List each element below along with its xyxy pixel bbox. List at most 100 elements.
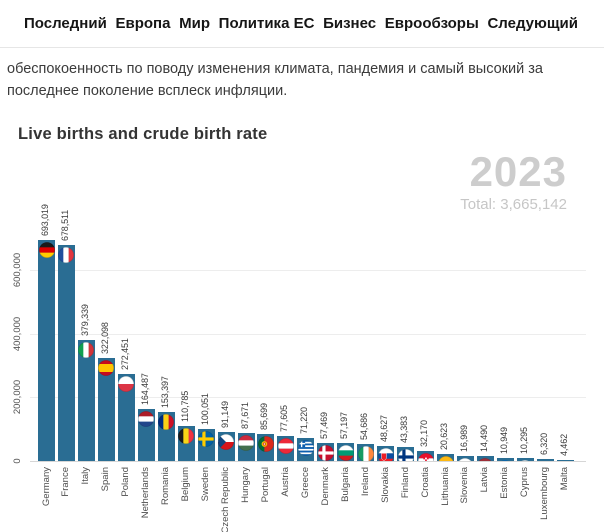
bar-finland[interactable] xyxy=(397,447,415,461)
bar-luxembourg[interactable] xyxy=(536,458,554,461)
value-label-slovakia: 48,627 xyxy=(379,414,390,442)
flag-hungary-icon xyxy=(238,435,254,451)
value-label-latvia: 14,490 xyxy=(478,425,489,453)
axis-label-denmark: Denmark xyxy=(319,467,331,506)
bar-austria[interactable] xyxy=(277,436,295,461)
flag-austria-icon xyxy=(277,438,294,455)
bar-denmark[interactable] xyxy=(317,442,335,461)
flag-lithuania-icon xyxy=(437,456,454,461)
axis-label-lithuania: Lithuania xyxy=(439,467,451,506)
gridline-400,000 xyxy=(30,333,586,335)
axis-label-finland: Finland xyxy=(399,467,411,499)
bar-sweden[interactable] xyxy=(197,429,215,461)
axis-label-italy: Italy xyxy=(80,467,92,485)
value-label-sweden: 100,051 xyxy=(199,393,210,426)
value-label-portugal: 85,699 xyxy=(259,402,270,430)
bar-cyprus[interactable] xyxy=(516,457,534,461)
value-label-poland: 272,451 xyxy=(119,338,130,371)
value-label-france: 678,511 xyxy=(59,209,70,241)
axis-label-slovakia: Slovakia xyxy=(379,467,391,503)
nav-item-world[interactable]: Мир xyxy=(179,15,210,32)
value-label-netherlands: 164,487 xyxy=(139,372,150,405)
bar-greece[interactable] xyxy=(297,438,315,461)
flag-germany-icon xyxy=(38,242,55,259)
nav-item-euroviews[interactable]: Еврообзоры xyxy=(384,15,479,32)
value-label-austria: 77,605 xyxy=(279,405,290,433)
value-label-germany: 693,019 xyxy=(40,204,50,237)
nav-item-eu-policy[interactable]: Политика ЕС xyxy=(218,15,315,32)
axis-label-ireland: Ireland xyxy=(359,467,371,497)
chart-year: 2023 xyxy=(469,148,567,195)
axis-label-belgium: Belgium xyxy=(180,467,192,502)
flag-estonia-icon xyxy=(497,459,514,461)
flag-czech-republic-icon xyxy=(218,434,234,450)
flag-poland-icon xyxy=(118,376,135,393)
value-label-croatia: 32,170 xyxy=(419,419,430,447)
bar-estonia[interactable] xyxy=(496,457,514,461)
bar-poland[interactable] xyxy=(117,374,135,461)
axis-label-estonia: Estonia xyxy=(499,467,511,499)
value-label-denmark: 57,469 xyxy=(319,411,330,439)
value-label-slovenia: 16,989 xyxy=(458,424,469,452)
bar-croatia[interactable] xyxy=(417,450,435,461)
bar-italy[interactable] xyxy=(77,340,95,461)
nav-item-business[interactable]: Бизнес xyxy=(323,15,377,32)
axis-label-portugal: Portugal xyxy=(259,467,271,503)
flag-finland-icon xyxy=(397,449,414,461)
flag-latvia-icon xyxy=(477,458,494,461)
axis-label-poland: Poland xyxy=(120,467,132,497)
value-label-italy: 379,339 xyxy=(79,304,90,337)
bar-malta[interactable] xyxy=(556,459,574,461)
bar-bulgaria[interactable] xyxy=(337,442,355,461)
gridline-600,000 xyxy=(30,270,586,271)
axis-label-luxembourg: Luxembourg xyxy=(539,467,551,520)
flag-slovenia-icon xyxy=(457,457,474,461)
flag-slovakia-icon xyxy=(377,447,394,461)
nav-item-europe[interactable]: Европа xyxy=(115,15,171,32)
article-paragraph: обеспокоенность по поводу изменения клим… xyxy=(7,61,543,100)
axis-label-greece: Greece xyxy=(299,467,311,499)
value-label-lithuania: 20,623 xyxy=(439,423,449,451)
bar-lithuania[interactable] xyxy=(437,454,454,461)
top-nav: Последний Европа Мир Политика ЕС Бизнес Евроо… xyxy=(0,0,604,48)
value-label-finland: 43,383 xyxy=(399,416,410,444)
bar-czech-republic[interactable] xyxy=(217,431,235,461)
nav-item-latest[interactable]: Последний xyxy=(24,15,107,32)
bar-hungary[interactable] xyxy=(237,433,255,461)
chart-title: Live births and crude birth rate xyxy=(18,125,268,143)
bar-latvia[interactable] xyxy=(476,456,494,461)
axis-label-bulgaria: Bulgaria xyxy=(339,467,351,502)
bar-germany[interactable] xyxy=(38,240,55,461)
bar-slovakia[interactable] xyxy=(377,445,395,461)
bar-romania[interactable] xyxy=(157,412,175,461)
axis-label-czech-republic: Czech Republic xyxy=(220,467,232,532)
flag-netherlands-icon xyxy=(138,410,155,427)
bar-netherlands[interactable] xyxy=(137,408,155,461)
bar-france[interactable] xyxy=(57,245,75,461)
flag-romania-icon xyxy=(158,414,175,431)
value-label-belgium: 110,785 xyxy=(179,390,190,422)
bar-portugal[interactable] xyxy=(257,433,275,461)
value-label-cyprus: 10,295 xyxy=(518,426,529,454)
axis-label-austria: Austria xyxy=(279,467,291,497)
nav-item-next[interactable]: Следующий xyxy=(487,15,578,32)
flag-france-icon xyxy=(58,247,75,263)
axis-label-spain: Spain xyxy=(100,467,112,492)
axis-label-germany: Germany xyxy=(40,467,52,507)
bar-ireland[interactable] xyxy=(357,443,375,461)
value-label-bulgaria: 57,197 xyxy=(339,411,350,439)
bar-slovenia[interactable] xyxy=(456,455,474,461)
value-label-romania: 153,397 xyxy=(159,376,170,409)
y-axis-tick-400,000: 400,000 xyxy=(12,316,23,351)
axis-label-slovenia: Slovenia xyxy=(459,467,471,504)
axis-label-hungary: Hungary xyxy=(240,467,251,503)
flag-denmark-icon xyxy=(317,444,334,461)
bar-spain[interactable] xyxy=(97,358,115,461)
flag-italy-icon xyxy=(78,342,95,359)
bar-belgium[interactable] xyxy=(177,425,195,461)
axis-label-cyprus: Cyprus xyxy=(519,467,531,498)
flag-belgium-icon xyxy=(178,427,195,444)
x-axis-line xyxy=(30,461,586,462)
chart-total: Total: 3,665,142 xyxy=(460,196,567,213)
